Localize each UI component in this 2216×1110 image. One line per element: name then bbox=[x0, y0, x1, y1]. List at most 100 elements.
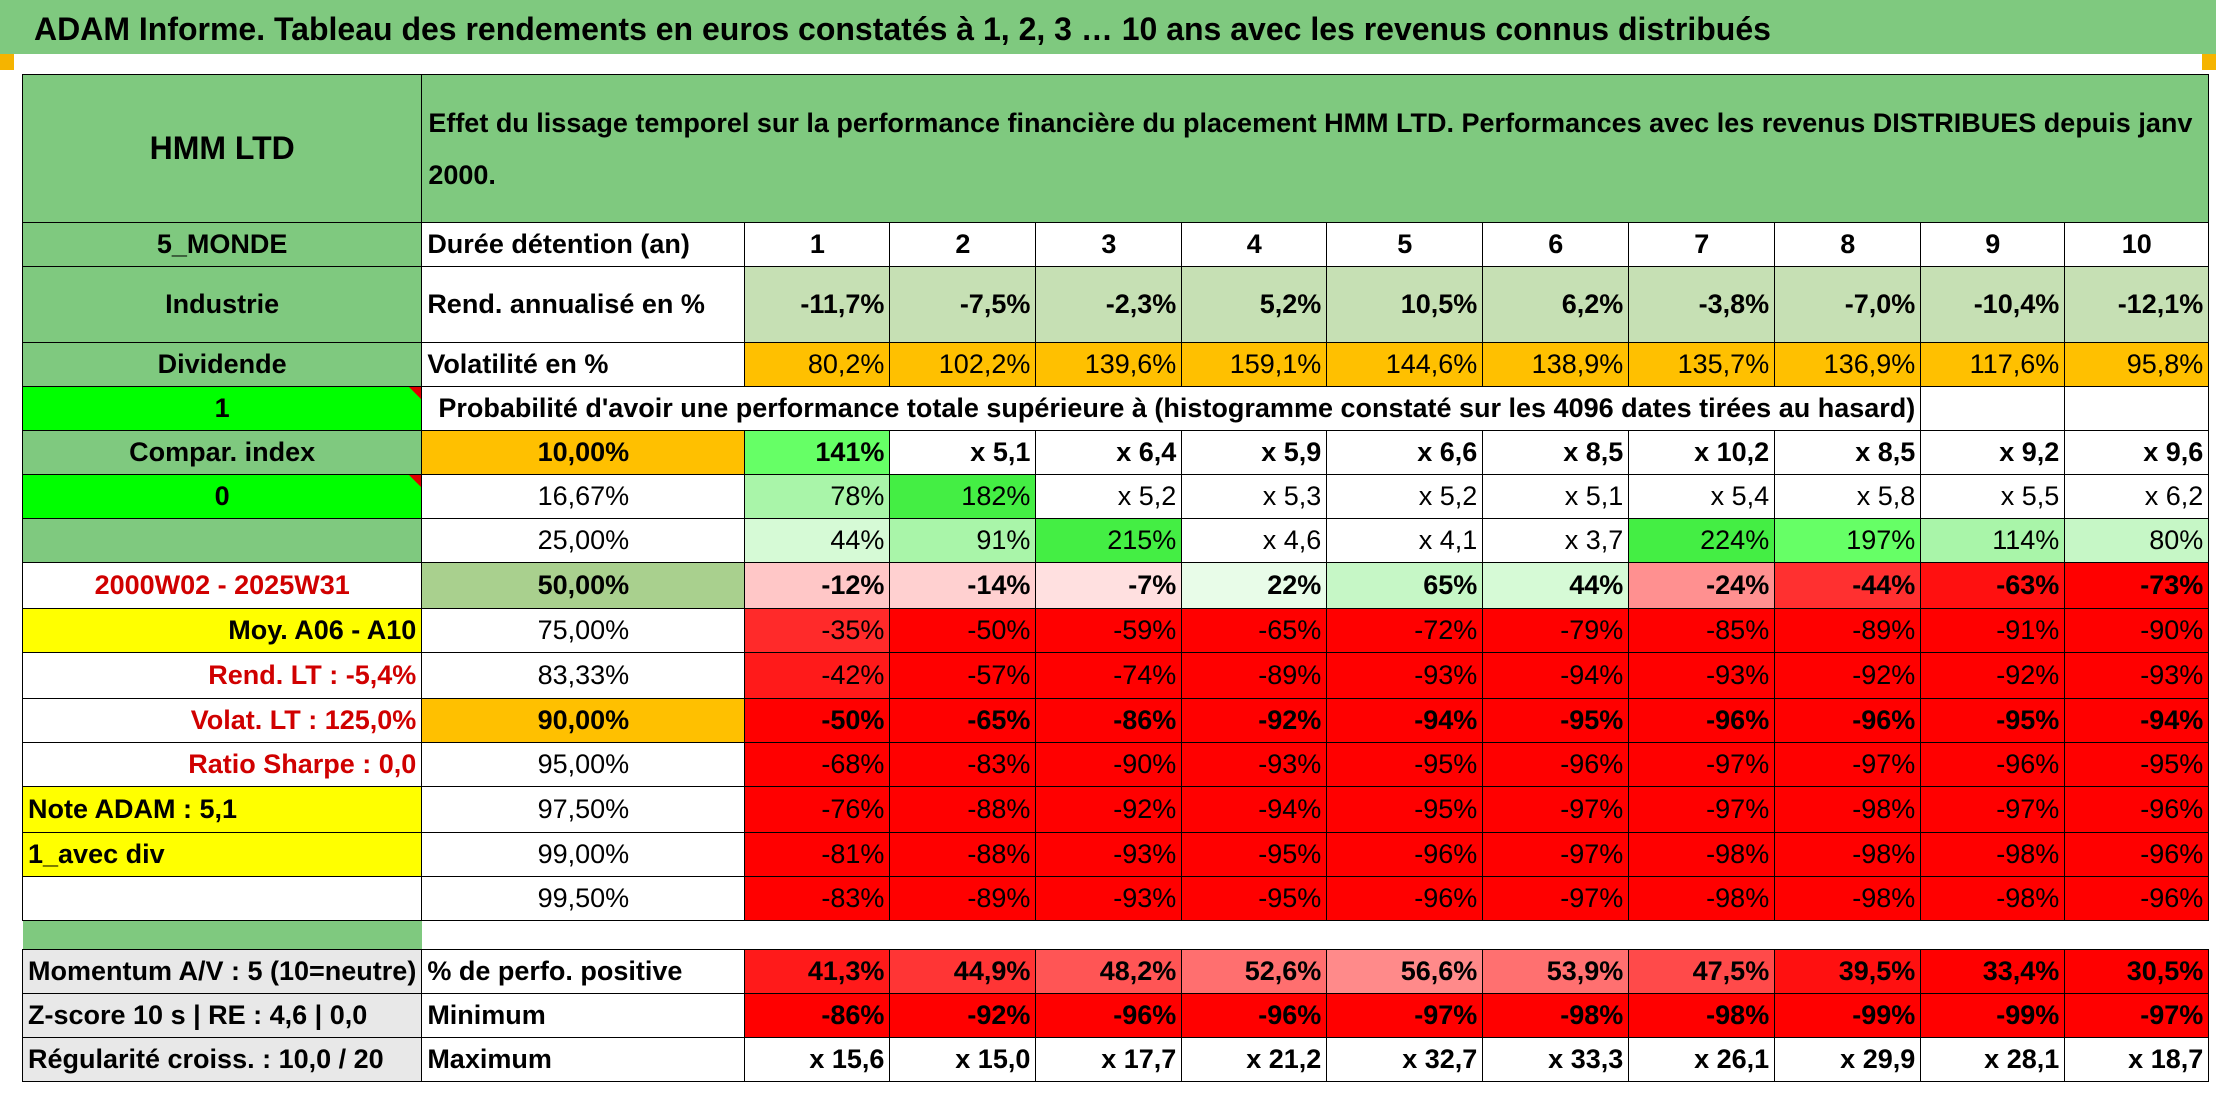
percentile-cell: 99,50% bbox=[421, 876, 746, 921]
income-label: Dividende bbox=[21, 342, 423, 387]
value-cell: -73% bbox=[2064, 562, 2210, 609]
empty-cell bbox=[2064, 386, 2210, 431]
value-cell: 52,6% bbox=[1181, 949, 1328, 994]
value-cell: x 9,6 bbox=[2064, 430, 2210, 475]
value-cell: -59% bbox=[1035, 608, 1183, 653]
value-cell: -63% bbox=[1920, 562, 2066, 609]
year-header: 6 bbox=[1482, 222, 1630, 267]
value-cell: 44% bbox=[1482, 562, 1630, 609]
value-cell: x 8,5 bbox=[1482, 430, 1630, 475]
value-cell: -96% bbox=[1628, 698, 1776, 743]
value-cell: x 6,2 bbox=[2064, 474, 2210, 519]
value-cell: x 6,4 bbox=[1035, 430, 1183, 475]
empty-cell bbox=[1920, 386, 2066, 431]
long-term-volatility: Volat. LT : 125,0% bbox=[21, 698, 423, 743]
value-cell: -95% bbox=[1181, 832, 1328, 877]
value-cell: -95% bbox=[1326, 742, 1484, 787]
value-cell: -97% bbox=[1482, 876, 1630, 921]
value-cell: -81% bbox=[744, 832, 891, 877]
value-cell: 102,2% bbox=[889, 342, 1037, 387]
value-cell: -98% bbox=[1920, 876, 2066, 921]
value-cell: -12,1% bbox=[2064, 266, 2210, 343]
percentile-cell: 90,00% bbox=[421, 698, 746, 743]
value-cell: -7,5% bbox=[889, 266, 1037, 343]
zscore-label: Z-score 10 s | RE : 4,6 | 0,0 bbox=[21, 993, 423, 1038]
value-cell: -98% bbox=[1628, 993, 1776, 1038]
value-cell: 80% bbox=[2064, 518, 2210, 563]
value-cell: x 5,9 bbox=[1181, 430, 1328, 475]
report-banner: ADAM Informe. Tableau des rendements en … bbox=[0, 0, 2216, 54]
value-cell: -11,7% bbox=[744, 266, 891, 343]
value-cell: x 5,1 bbox=[1482, 474, 1630, 519]
value-cell: x 15,0 bbox=[889, 1037, 1037, 1082]
table-title: Effet du lissage temporel sur la perform… bbox=[421, 74, 2210, 223]
value-cell: -85% bbox=[1628, 608, 1776, 653]
value-cell: x 3,7 bbox=[1482, 518, 1630, 563]
sector-label: Industrie bbox=[21, 266, 423, 343]
value-cell: -93% bbox=[2064, 652, 2210, 699]
percentile-cell: 97,50% bbox=[421, 786, 746, 833]
period-label: 2000W02 - 2025W31 bbox=[21, 562, 423, 609]
value-cell: 44,9% bbox=[889, 949, 1037, 994]
value-cell: -76% bbox=[744, 786, 891, 833]
dividend-mode: 1_avec div bbox=[21, 832, 423, 877]
year-header: 10 bbox=[2064, 222, 2210, 267]
value-cell: -89% bbox=[1774, 608, 1922, 653]
value-cell: 78% bbox=[744, 474, 891, 519]
year-header: 5 bbox=[1326, 222, 1484, 267]
percentile-cell: 10,00% bbox=[421, 430, 746, 475]
year-header: 7 bbox=[1628, 222, 1776, 267]
value-cell: -99% bbox=[1774, 993, 1922, 1038]
value-cell: -97% bbox=[1326, 993, 1484, 1038]
empty-cell bbox=[21, 876, 423, 921]
value-cell: -98% bbox=[1628, 876, 1776, 921]
value-cell: 10,5% bbox=[1326, 266, 1484, 343]
corner-marker-right bbox=[2202, 54, 2216, 70]
minimum-label: Minimum bbox=[421, 993, 746, 1038]
maximum-label: Maximum bbox=[421, 1037, 746, 1082]
value-cell: -96% bbox=[1035, 993, 1183, 1038]
value-cell: x 17,7 bbox=[1035, 1037, 1183, 1082]
value-cell: -10,4% bbox=[1920, 266, 2066, 343]
value-cell: -3,8% bbox=[1628, 266, 1776, 343]
value-cell: -97% bbox=[1774, 742, 1922, 787]
annualized-return-label: Rend. annualisé en % bbox=[421, 266, 746, 343]
value-cell: -97% bbox=[1628, 786, 1776, 833]
region-label: 5_MONDE bbox=[21, 222, 423, 267]
value-cell: -88% bbox=[889, 786, 1037, 833]
value-cell: x 15,6 bbox=[744, 1037, 891, 1082]
probability-title: Probabilité d'avoir une performance tota… bbox=[421, 386, 1922, 431]
value-cell: 117,6% bbox=[1920, 342, 2066, 387]
value-cell: 6,2% bbox=[1482, 266, 1630, 343]
value-cell: -98% bbox=[1774, 832, 1922, 877]
value-cell: -50% bbox=[889, 608, 1037, 653]
value-cell: -42% bbox=[744, 652, 891, 699]
value-cell: 39,5% bbox=[1774, 949, 1922, 994]
value-cell: x 5,2 bbox=[1326, 474, 1484, 519]
value-cell: 47,5% bbox=[1628, 949, 1776, 994]
value-cell: -35% bbox=[744, 608, 891, 653]
year-header: 4 bbox=[1181, 222, 1328, 267]
value-cell: -14% bbox=[889, 562, 1037, 609]
value-cell: -97% bbox=[1628, 742, 1776, 787]
value-cell: x 28,1 bbox=[1920, 1037, 2066, 1082]
value-cell: -89% bbox=[889, 876, 1037, 921]
value-cell: x 4,1 bbox=[1326, 518, 1484, 563]
value-cell: -93% bbox=[1035, 832, 1183, 877]
value-cell: x 4,6 bbox=[1181, 518, 1328, 563]
value-cell: -92% bbox=[1920, 652, 2066, 699]
value-cell: 33,4% bbox=[1920, 949, 2066, 994]
value-cell: -72% bbox=[1326, 608, 1484, 653]
value-cell: 95,8% bbox=[2064, 342, 2210, 387]
value-cell: -99% bbox=[1920, 993, 2066, 1038]
value-cell: -92% bbox=[1774, 652, 1922, 699]
value-cell: 159,1% bbox=[1181, 342, 1328, 387]
percentile-cell: 99,00% bbox=[421, 832, 746, 877]
value-cell: -83% bbox=[889, 742, 1037, 787]
spacer-green bbox=[22, 920, 422, 950]
value-cell: -93% bbox=[1181, 742, 1328, 787]
value-cell: x 29,9 bbox=[1774, 1037, 1922, 1082]
value-cell: 41,3% bbox=[744, 949, 891, 994]
value-cell: -96% bbox=[1326, 876, 1484, 921]
value-cell: x 32,7 bbox=[1326, 1037, 1484, 1082]
